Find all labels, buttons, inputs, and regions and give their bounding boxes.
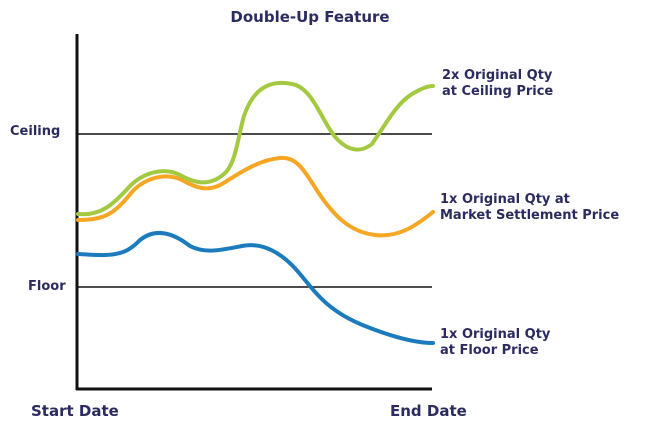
annotation-line: 1x Original Qty (440, 327, 551, 342)
annotation-line: Market Settlement Price (440, 208, 620, 223)
ceiling-label: Ceiling (10, 124, 61, 139)
diagram-title: Double-Up Feature (230, 8, 390, 26)
annotation-line: 1x Original Qty at (440, 192, 570, 207)
annotation-market-settlement: 1x Original Qty at Market Settlement Pri… (440, 192, 619, 224)
annotation-floor-price: 1x Original Qty at Floor Price (440, 327, 550, 359)
annotation-line: at Floor Price (440, 343, 539, 358)
end-date-label: End Date (390, 402, 467, 420)
annotation-line: 2x Original Qty (442, 68, 553, 83)
green-curve (76, 80, 435, 217)
start-date-label: Start Date (31, 402, 119, 420)
orange-curve (76, 155, 435, 238)
floor-label: Floor (28, 279, 66, 294)
annotation-line: at Ceiling Price (442, 84, 554, 99)
annotation-ceiling-price: 2x Original Qty at Ceiling Price (442, 68, 553, 100)
blue-curve (76, 230, 435, 345)
